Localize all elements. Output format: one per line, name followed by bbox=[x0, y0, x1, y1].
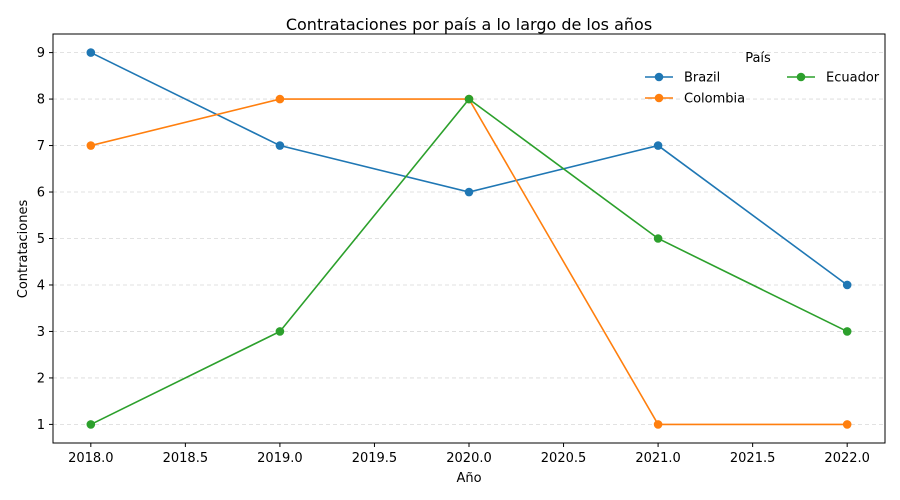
y-tick-label: 7 bbox=[37, 139, 45, 154]
y-tick-label: 8 bbox=[37, 93, 45, 108]
x-tick-label: 2019.0 bbox=[257, 451, 303, 466]
data-point-ecuador-2019 bbox=[275, 327, 285, 336]
legend-label-ecuador: Ecuador bbox=[826, 71, 880, 86]
series-line-colombia bbox=[90, 98, 848, 426]
x-axis-title: Año bbox=[456, 471, 481, 486]
y-tick-label: 4 bbox=[37, 278, 45, 293]
x-tick-label: 2021.5 bbox=[730, 451, 776, 466]
grid-layer bbox=[53, 52, 885, 425]
series-line-ecuador bbox=[90, 97, 848, 426]
y-tick-label: 2 bbox=[37, 371, 45, 386]
series-colombia bbox=[86, 94, 852, 429]
chart-title: Contrataciones por país a lo largo de lo… bbox=[286, 15, 652, 34]
x-tick-label: 2020.0 bbox=[446, 451, 492, 466]
data-point-colombia-2022 bbox=[842, 420, 852, 429]
x-tick-label: 2020.5 bbox=[541, 451, 587, 466]
x-tick-label: 2018.5 bbox=[163, 451, 209, 466]
legend-swatch-marker bbox=[796, 72, 806, 82]
series-line-brazil bbox=[90, 51, 848, 286]
legend-title: País bbox=[745, 51, 771, 66]
legend-swatch-marker bbox=[654, 72, 664, 82]
data-point-ecuador-2022 bbox=[842, 327, 852, 336]
data-point-ecuador-2018 bbox=[86, 420, 96, 429]
x-tick-label: 2022.0 bbox=[824, 451, 870, 466]
data-point-colombia-2021 bbox=[653, 420, 663, 429]
data-point-brazil-2019 bbox=[275, 141, 285, 150]
data-point-ecuador-2021 bbox=[653, 234, 663, 243]
x-tick-label: 2019.5 bbox=[352, 451, 398, 466]
series-layer bbox=[86, 48, 852, 429]
legend-label-colombia: Colombia bbox=[684, 92, 745, 107]
data-point-brazil-2020 bbox=[464, 187, 474, 197]
series-ecuador bbox=[86, 94, 852, 429]
y-tick-label: 6 bbox=[37, 186, 45, 201]
y-tick-label: 3 bbox=[37, 325, 45, 340]
data-point-brazil-2021 bbox=[653, 141, 663, 150]
data-point-ecuador-2020 bbox=[464, 94, 474, 104]
y-tick-label: 5 bbox=[37, 232, 45, 247]
data-point-brazil-2022 bbox=[842, 280, 852, 290]
legend-swatch-marker bbox=[654, 93, 664, 103]
data-point-colombia-2018 bbox=[86, 141, 96, 150]
legend-item-brazil: Brazil bbox=[645, 71, 720, 86]
legend-label-brazil: Brazil bbox=[684, 71, 720, 86]
x-tick-label: 2018.0 bbox=[68, 451, 114, 466]
series-brazil bbox=[86, 48, 852, 290]
y-axis-ticks: 1 2 3 4 5 6 7 8 9 bbox=[37, 46, 53, 433]
legend-item-colombia: Colombia bbox=[645, 92, 745, 107]
x-axis-ticks: 2018.0 2018.5 2019.0 2019.5 2020.0 2020.5 2021… bbox=[68, 443, 870, 466]
legend-item-ecuador: Ecuador bbox=[787, 71, 880, 86]
legend: País Brazil Colombia Ecuador bbox=[645, 51, 880, 107]
y-axis-title: Contrataciones bbox=[16, 200, 31, 299]
data-point-colombia-2019 bbox=[275, 94, 285, 104]
y-tick-label: 9 bbox=[37, 46, 45, 61]
data-point-brazil-2018 bbox=[86, 48, 96, 57]
y-tick-label: 1 bbox=[37, 418, 45, 433]
x-tick-label: 2021.0 bbox=[635, 451, 681, 466]
